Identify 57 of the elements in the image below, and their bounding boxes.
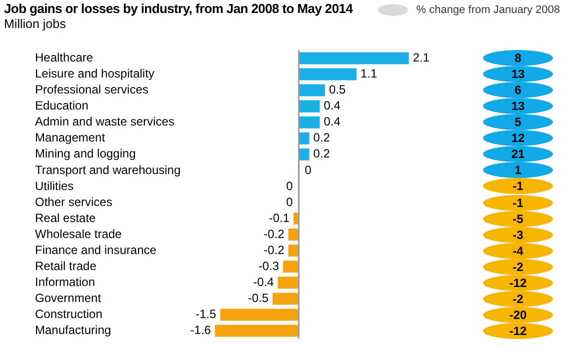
- data-label: -1: [483, 194, 553, 211]
- chart-title: Job gains or losses by industry, from Jan 2008 to May 2014: [4, 1, 353, 16]
- y-tick-label: Construction: [35, 307, 102, 322]
- data-label: 0.5: [329, 82, 346, 97]
- data-label: -0.4: [253, 274, 274, 289]
- data-label: -5: [483, 210, 553, 227]
- data-label: 8: [483, 50, 553, 66]
- y-tick-label: Wholesale trade: [35, 226, 122, 241]
- y-tick-label: Transport and warehousing: [35, 162, 181, 177]
- data-label: 0: [286, 178, 294, 193]
- data-label: -2: [483, 290, 553, 307]
- data-label: -20: [483, 306, 553, 323]
- y-tick-label: Education: [35, 98, 88, 113]
- y-tick-label: Admin and waste services: [35, 114, 174, 129]
- data-label: 0.2: [313, 130, 330, 145]
- text: Million jobs: [4, 17, 66, 31]
- data-label: 2.1: [412, 50, 430, 65]
- data-label: -0.5: [248, 291, 269, 306]
- y-tick-label: Other services: [35, 194, 112, 209]
- y-tick-label: Real estate: [35, 210, 96, 225]
- data-label: 1: [483, 162, 553, 178]
- legend-label: % change from January 2008: [416, 4, 560, 16]
- y-tick-label: Manufacturing: [35, 323, 112, 338]
- y-tick-label: Utilities: [35, 178, 74, 193]
- data-label: 1.1: [360, 66, 378, 81]
- data-label: 6: [483, 82, 553, 98]
- data-label: 0.4: [324, 114, 341, 129]
- data-label: 0: [304, 162, 312, 177]
- y-tick-label: Leisure and hospitality: [35, 66, 154, 81]
- data-label: -0.2: [264, 226, 285, 241]
- data-label: 0: [286, 194, 294, 209]
- data-label: -12: [483, 322, 553, 339]
- data-label: -4: [483, 242, 553, 259]
- y-tick-label: Healthcare: [35, 50, 94, 65]
- data-label: 21: [483, 146, 553, 162]
- y-tick-label: Mining and logging: [35, 146, 136, 161]
- data-label: 0.4: [324, 98, 341, 113]
- data-label: 0.2: [313, 146, 330, 161]
- data-label: -1.6: [190, 323, 212, 338]
- data-label: -12: [483, 274, 553, 291]
- data-label: -3: [483, 226, 553, 243]
- y-tick-label: Professional services: [35, 82, 148, 97]
- data-label: -0.3: [258, 258, 280, 273]
- data-label: 12: [483, 130, 553, 146]
- y-tick-label: Retail trade: [35, 258, 97, 273]
- y-tick-label: Finance and insurance: [35, 242, 157, 257]
- data-label: 13: [483, 98, 553, 114]
- data-label: -1.5: [196, 307, 217, 322]
- data-label: 5: [483, 114, 553, 130]
- y-tick-label: Information: [35, 274, 96, 289]
- data-label: -2: [483, 258, 553, 275]
- data-label: -0.1: [268, 210, 290, 225]
- data-label: 13: [483, 66, 553, 82]
- y-tick-label: Government: [35, 291, 102, 306]
- data-label: -1: [483, 178, 553, 194]
- data-label: -0.2: [264, 242, 285, 257]
- y-tick-label: Management: [35, 130, 106, 145]
